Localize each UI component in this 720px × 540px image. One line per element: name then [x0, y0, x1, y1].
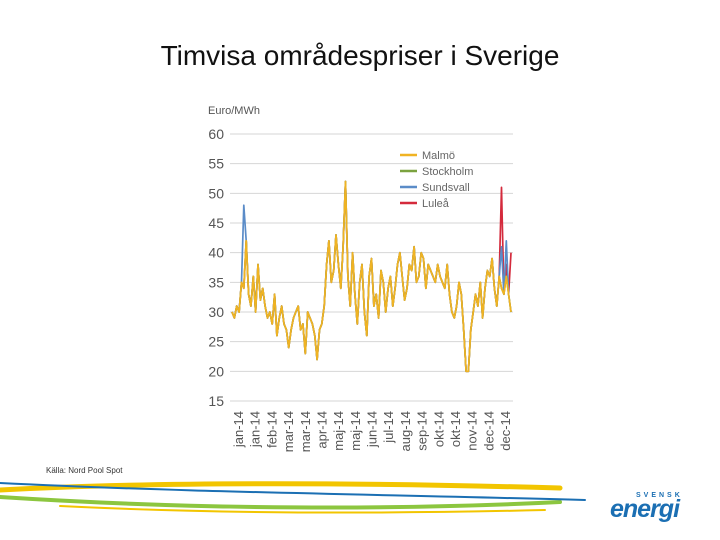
price-chart: Euro/MWh 60 55 50 45 40 35 30 25 20 15 jan-14 jan-14…: [208, 105, 513, 452]
series-line-lulea: [231, 180, 512, 373]
x-tick-label: mar-14: [298, 411, 313, 452]
y-tick-label: 55: [208, 156, 224, 172]
x-tick-label: jun-14: [365, 411, 380, 448]
x-tick-label: apr-14: [314, 411, 329, 449]
logo-top-text: SVENSK: [636, 492, 683, 499]
decorative-swoosh: [0, 481, 586, 514]
x-tick-label: nov-14: [465, 411, 480, 451]
swoosh-thin: [59, 505, 546, 514]
y-tick-label: 25: [208, 334, 224, 350]
y-tick-label: 20: [208, 363, 224, 379]
legend-label: Sundsvall: [422, 182, 470, 194]
x-tick-label: feb-14: [264, 411, 279, 448]
swoosh-yellow: [0, 481, 563, 493]
swoosh-blue: [0, 482, 586, 501]
svensk-energi-logo: SVENSK energi: [606, 492, 702, 523]
x-tick-label: maj-14: [348, 411, 363, 451]
y-tick-label: 15: [208, 393, 224, 409]
x-tick-label: jan-14: [248, 411, 263, 448]
series-line-stockholm: [231, 180, 512, 373]
y-tick-label: 60: [208, 126, 224, 142]
swoosh-green: [0, 495, 562, 510]
legend-label: Stockholm: [422, 166, 473, 178]
x-tick-label: jul-14: [381, 411, 396, 444]
legend-label: Malmö: [422, 150, 455, 162]
legend-label: Luleå: [422, 198, 450, 210]
x-tick-label: dec-14: [481, 411, 496, 451]
x-tick-label: okt-14: [431, 411, 446, 447]
source-note: Källa: Nord Pool Spot: [46, 466, 123, 475]
x-tick-label: dec-14: [498, 411, 513, 451]
slide-title: Timvisa områdespriser i Sverige: [160, 40, 560, 71]
logo-main-text: energi: [610, 495, 680, 523]
y-axis-label: Euro/MWh: [208, 105, 260, 117]
x-tick-label: sep-14: [415, 411, 430, 451]
x-tick-label: jan-14: [231, 411, 246, 448]
x-tick-label: okt-14: [448, 411, 463, 447]
y-tick-label: 50: [208, 185, 224, 201]
y-tick-label: 40: [208, 245, 224, 261]
x-tick-label: mar-14: [281, 411, 296, 452]
series-line-malmo: [231, 180, 512, 373]
x-tick-label: aug-14: [398, 411, 413, 451]
y-tick-label: 45: [208, 215, 224, 231]
series-line-sundsvall: [231, 180, 512, 373]
y-tick-label: 35: [208, 274, 224, 290]
x-tick-label: maj-14: [331, 411, 346, 451]
y-tick-label: 30: [208, 304, 224, 320]
